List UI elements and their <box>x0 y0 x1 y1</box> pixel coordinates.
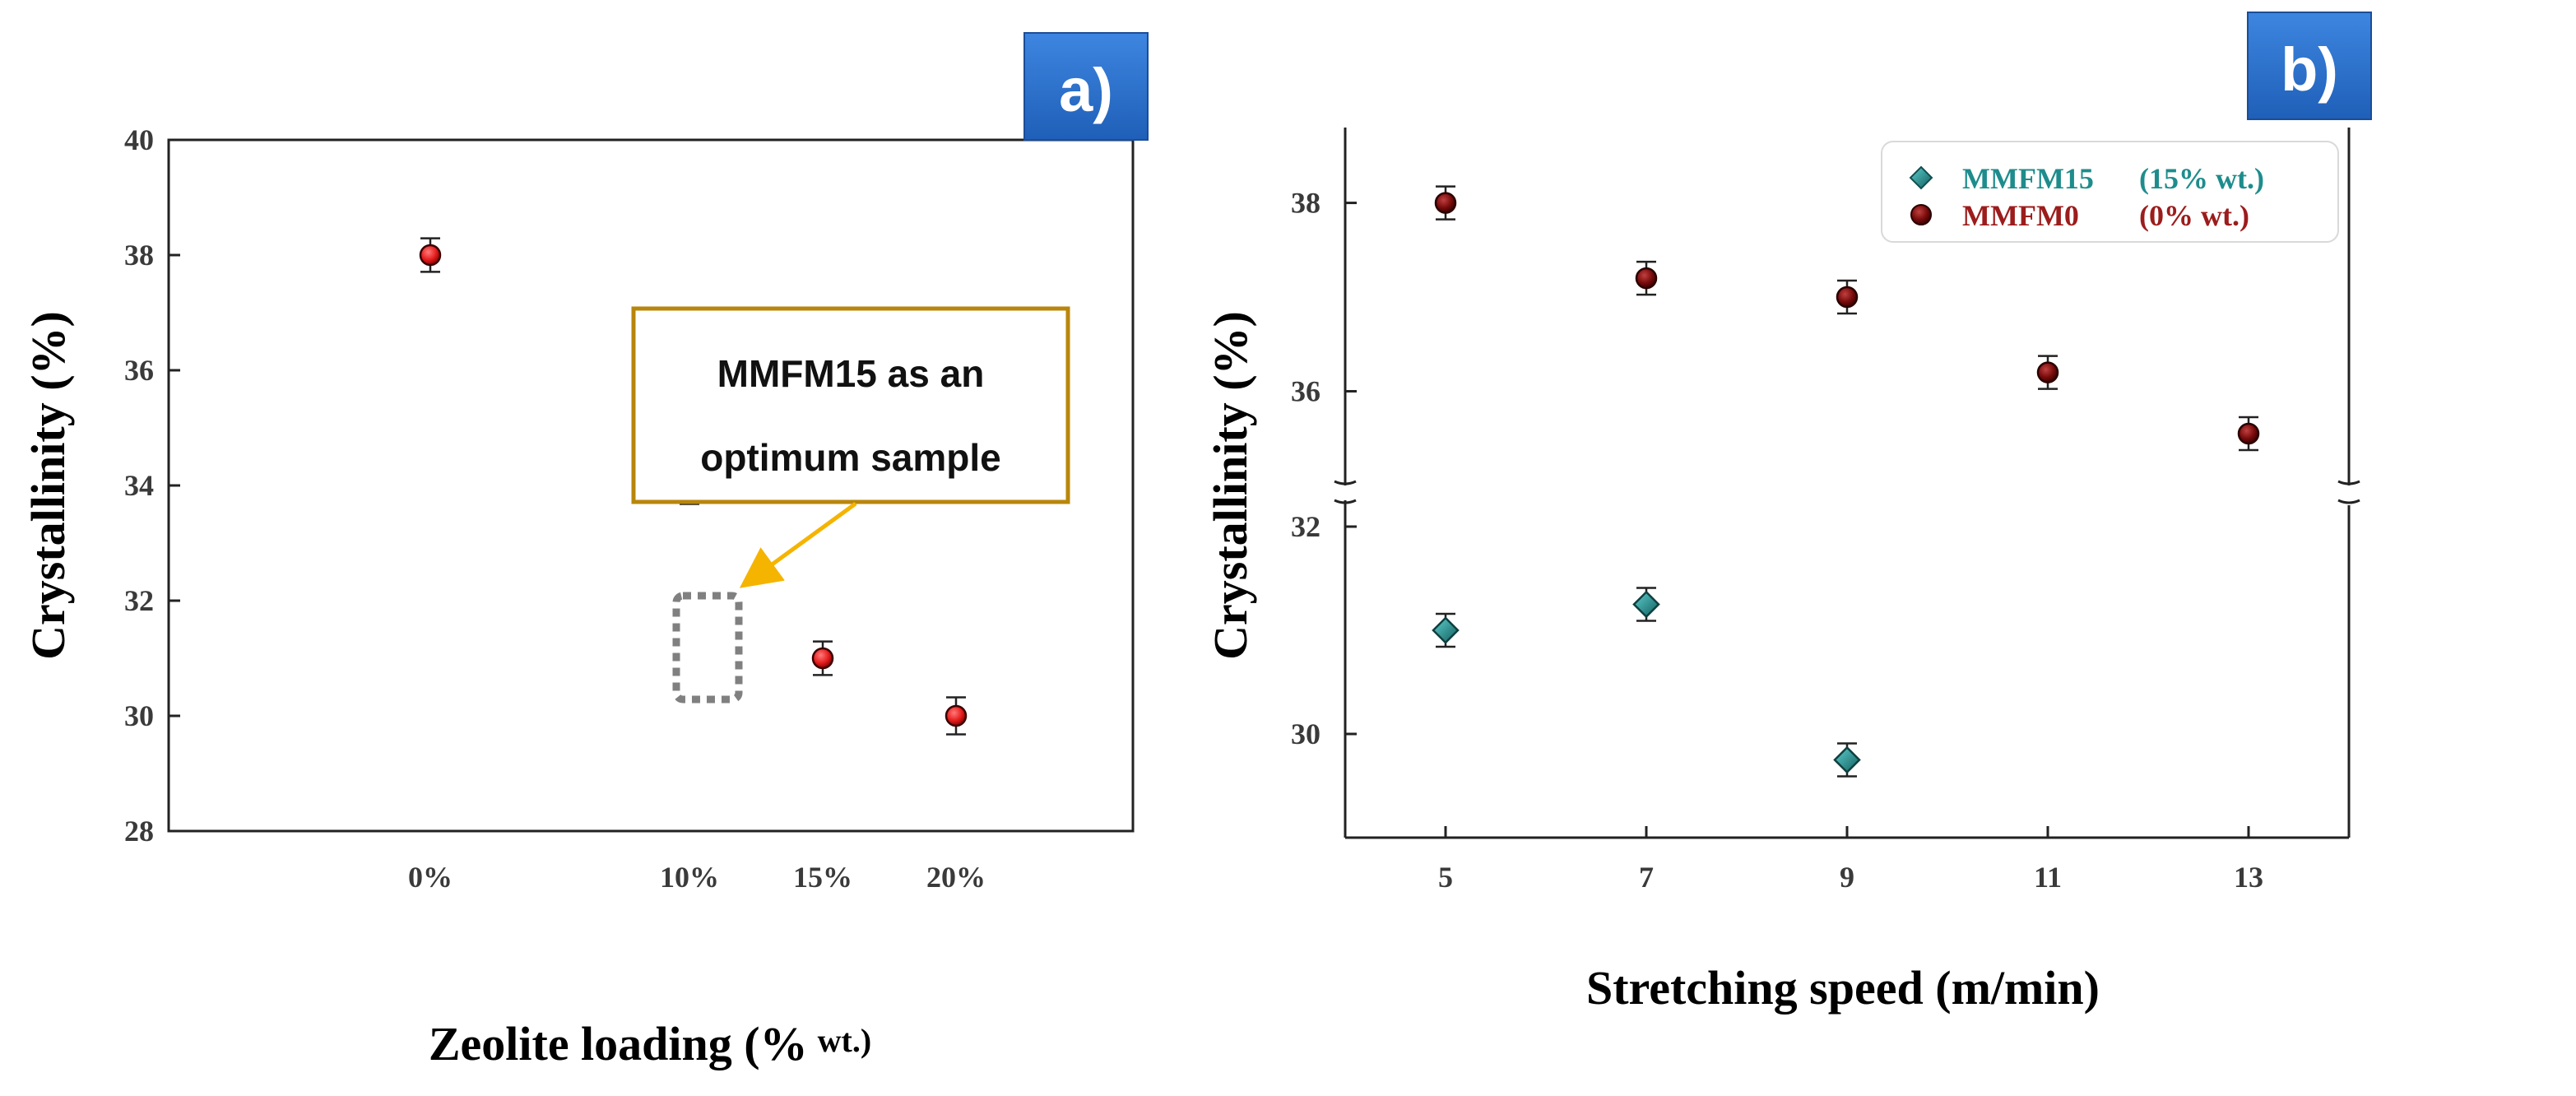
annotation-line1: MMFM15 as an <box>717 352 985 395</box>
legend-box <box>1881 141 2339 243</box>
y-tick-label: 34 <box>124 469 154 502</box>
data-point-mmfm15 <box>1632 590 1660 619</box>
y-tick-label: 40 <box>124 123 154 156</box>
axis-break-right-gap <box>2345 485 2353 500</box>
y-tick-label: 32 <box>1291 510 1320 543</box>
x-tick-label: 15% <box>793 861 852 894</box>
x-tick-label: 20% <box>926 861 986 894</box>
data-point-mmfm0 <box>1434 192 1457 214</box>
panel-a-x-ticks: 0% 10% 15% 20% <box>408 861 986 894</box>
axis-break-left-gap <box>1341 485 1349 500</box>
data-point <box>811 647 834 670</box>
legend-mmfm0-detail: (0% wt.) <box>2139 199 2249 232</box>
x-tick-label: 11 <box>2034 861 2062 894</box>
panel-b-badge <box>2247 12 2372 120</box>
axis-break-right <box>2337 480 2360 504</box>
axis-break-left <box>1334 480 1357 504</box>
data-point-mmfm15 <box>1432 616 1460 644</box>
panel-b-xlabel: Stretching speed (m/min) <box>1586 961 2100 1015</box>
data-point-mmfm0 <box>2237 422 2260 445</box>
y-tick-label: 38 <box>1291 187 1320 220</box>
highlight-dotted-box <box>672 592 743 704</box>
panel-a-ylabel: Crystallinity (%) <box>21 311 75 660</box>
legend-circle-icon <box>1910 204 1932 225</box>
panel-b-x-ticks: 5 7 9 11 13 <box>1438 826 2263 894</box>
x-tick-label: 13 <box>2234 861 2263 894</box>
data-point-mmfm15 <box>1833 745 1861 774</box>
data-point <box>945 704 968 727</box>
annotation-arrow <box>739 501 857 588</box>
y-tick-label: 28 <box>124 815 154 848</box>
data-point <box>419 244 442 267</box>
legend-mmfm15-detail: (15% wt.) <box>2139 162 2264 195</box>
data-point-mmfm0 <box>1836 286 1859 309</box>
legend-diamond-icon <box>1909 165 1933 190</box>
legend-mmfm15-name: MMFM15 <box>1962 162 2094 195</box>
annotation-line2: optimum sample <box>700 436 1001 479</box>
panel-a-y-ticks: 28 30 32 34 36 38 40 <box>124 123 180 848</box>
panel-a-badge <box>1023 32 1149 141</box>
x-tick-label: 9 <box>1840 861 1854 894</box>
x-tick-label: 0% <box>408 861 453 894</box>
y-tick-label: 36 <box>1291 375 1320 408</box>
panel-a-xlabel: Zeolite loading (% wt.) <box>429 1017 871 1070</box>
annotation-box <box>631 306 1070 504</box>
y-tick-label: 38 <box>124 239 154 272</box>
legend-mmfm0-name: MMFM0 <box>1962 199 2079 232</box>
x-tick-label: 5 <box>1438 861 1453 894</box>
data-point-mmfm0 <box>2036 361 2059 383</box>
y-tick-label: 30 <box>124 699 154 732</box>
panel-b-points <box>1432 185 2260 778</box>
panel-b-y-ticks: 30 32 36 38 <box>1291 187 1357 750</box>
panel-a-badge-label: a) <box>1059 56 1113 124</box>
panel-b-badge-label: b) <box>2281 35 2338 104</box>
y-tick-label: 32 <box>124 584 154 617</box>
y-tick-label: 30 <box>1291 718 1320 750</box>
y-tick-label: 36 <box>124 354 154 387</box>
x-tick-label: 10% <box>660 861 719 894</box>
panel-b-ylabel: Crystallinity (%) <box>1204 311 1257 660</box>
x-tick-label: 7 <box>1639 861 1654 894</box>
data-point-mmfm0 <box>1635 267 1658 290</box>
